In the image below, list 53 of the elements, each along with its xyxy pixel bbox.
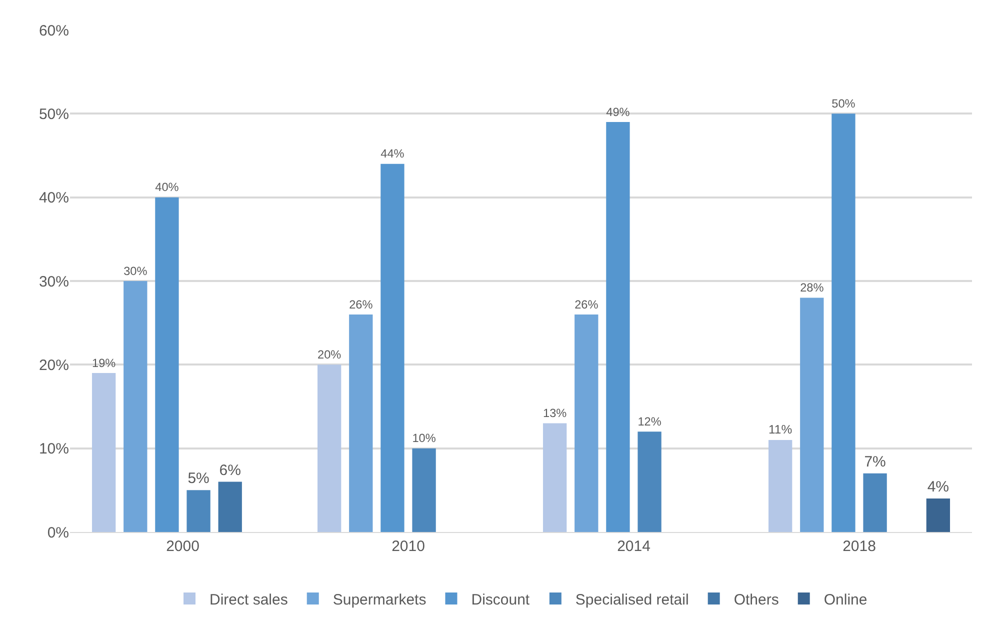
y-tick-label: 10% [38, 440, 69, 458]
bar [638, 432, 662, 532]
bar [317, 364, 342, 532]
bar [832, 114, 856, 532]
data-label: 6% [219, 462, 241, 479]
y-tick-label: 40% [38, 190, 69, 207]
bar [124, 281, 148, 532]
bar [768, 440, 792, 532]
x-tick-label: 2018 [842, 538, 876, 555]
bar [606, 122, 630, 532]
data-label: 30% [124, 264, 148, 278]
y-tick-label: 0% [47, 524, 69, 542]
y-tick-label: 30% [38, 273, 69, 290]
data-label: 28% [800, 280, 824, 295]
data-label: 12% [638, 414, 662, 428]
x-tick-label: 2010 [392, 538, 425, 555]
bar [218, 482, 242, 532]
y-tick-label: 60% [38, 22, 69, 40]
legend-label: Online [824, 591, 868, 608]
data-label: 40% [155, 180, 180, 194]
bar [542, 423, 567, 532]
legend-label: Supermarkets [332, 591, 426, 608]
data-label: 4% [927, 478, 950, 496]
data-label: 7% [864, 453, 886, 470]
bar [92, 373, 116, 532]
y-tick-label: 20% [38, 356, 69, 374]
bar [155, 197, 179, 532]
data-label: 20% [317, 348, 342, 362]
bar [863, 473, 887, 532]
data-label: 26% [574, 297, 599, 312]
data-label: 11% [768, 422, 792, 437]
data-label: 44% [380, 146, 405, 161]
bar [380, 164, 404, 532]
data-label: 10% [412, 431, 436, 446]
bar [800, 298, 824, 532]
y-tick-label: 50% [38, 106, 69, 123]
x-tick-label: 2014 [617, 538, 650, 555]
data-label: 26% [349, 297, 374, 312]
legend-label: Direct sales [210, 591, 288, 608]
bar [349, 314, 373, 532]
data-label: 49% [606, 104, 630, 119]
bar [412, 448, 436, 532]
data-label: 13% [542, 406, 568, 420]
data-label: 19% [92, 356, 116, 370]
data-label: 5% [188, 470, 210, 488]
x-tick-label: 2000 [166, 538, 200, 555]
data-label: 50% [832, 96, 856, 111]
legend-label: Specialised retail [575, 591, 689, 608]
legend-label: Others [734, 591, 779, 608]
bar [186, 490, 210, 532]
bar [574, 314, 598, 532]
legend-label: Discount [471, 591, 530, 608]
bar [926, 498, 950, 532]
